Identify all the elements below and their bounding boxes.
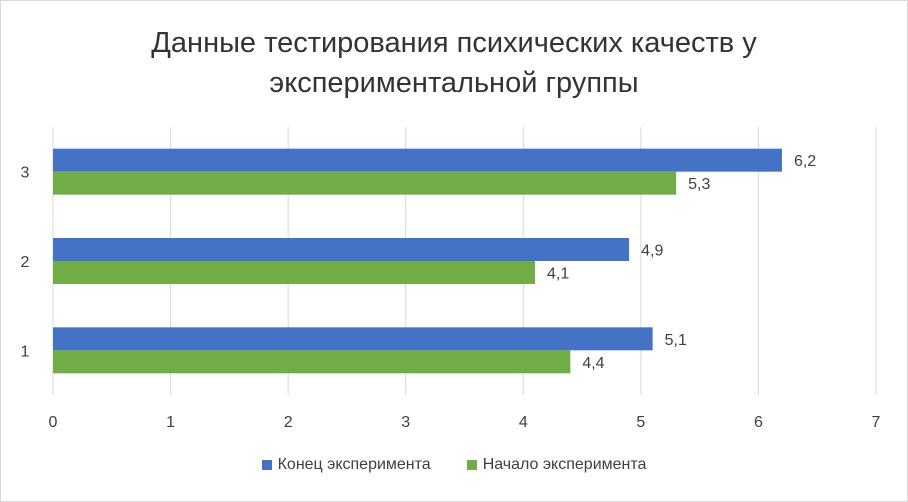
- x-tick-label-3: 3: [401, 414, 410, 431]
- data-label-start-1: 4,4: [582, 355, 604, 372]
- chart-title-line-1: Данные тестирования психических качеств …: [151, 27, 757, 59]
- legend-item-end: Конец эксперимента: [261, 456, 431, 474]
- data-label-end-2: 4,9: [641, 243, 663, 260]
- y-tick-label-2: 2: [21, 254, 30, 271]
- x-tick-label-5: 5: [636, 414, 645, 431]
- x-tick-label-1: 1: [166, 414, 175, 431]
- bar-start-3: [53, 171, 677, 195]
- data-label-start-3: 5,3: [688, 176, 710, 193]
- bar-end-1: [53, 327, 653, 351]
- x-tick-label-2: 2: [284, 414, 293, 431]
- y-tick-label-1: 1: [21, 343, 30, 360]
- legend-label-start: Начало эксперимента: [482, 456, 647, 473]
- data-label-end-3: 6,2: [794, 153, 816, 170]
- y-tick-label-3: 3: [21, 165, 30, 182]
- bar-start-1: [53, 350, 571, 374]
- chart-title-line-2: экспериментальной группы: [269, 67, 639, 99]
- chart-title: Данные тестирования психических качеств …: [1, 23, 907, 103]
- legend-label-end: Конец эксперимента: [277, 456, 431, 473]
- legend-item-start: Начало эксперимента: [466, 456, 647, 474]
- data-label-end-1: 5,1: [665, 332, 687, 349]
- bar-end-2: [53, 238, 630, 261]
- legend-swatch-start: [466, 460, 477, 470]
- bar-start-2: [53, 261, 536, 284]
- legend-swatch-end: [261, 460, 272, 470]
- x-tick-label-7: 7: [872, 414, 881, 431]
- legend: Конец эксперимента Начало эксперимента: [1, 456, 907, 474]
- bar-end-3: [53, 148, 782, 172]
- x-tick-label-6: 6: [754, 414, 763, 431]
- x-tick-label-0: 0: [49, 414, 58, 431]
- x-tick-label-4: 4: [519, 414, 528, 431]
- data-label-start-2: 4,1: [547, 266, 569, 283]
